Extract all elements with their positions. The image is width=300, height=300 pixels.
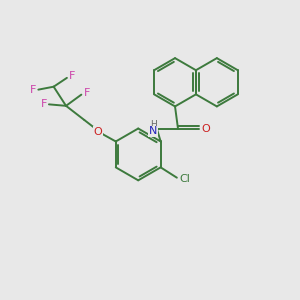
Text: F: F <box>30 85 36 94</box>
Text: Cl: Cl <box>180 174 190 184</box>
Text: N: N <box>149 126 158 136</box>
Text: O: O <box>201 124 210 134</box>
Text: F: F <box>83 88 90 98</box>
Text: F: F <box>40 99 47 110</box>
Text: H: H <box>150 121 157 130</box>
Text: O: O <box>94 127 103 137</box>
Text: F: F <box>69 71 75 81</box>
